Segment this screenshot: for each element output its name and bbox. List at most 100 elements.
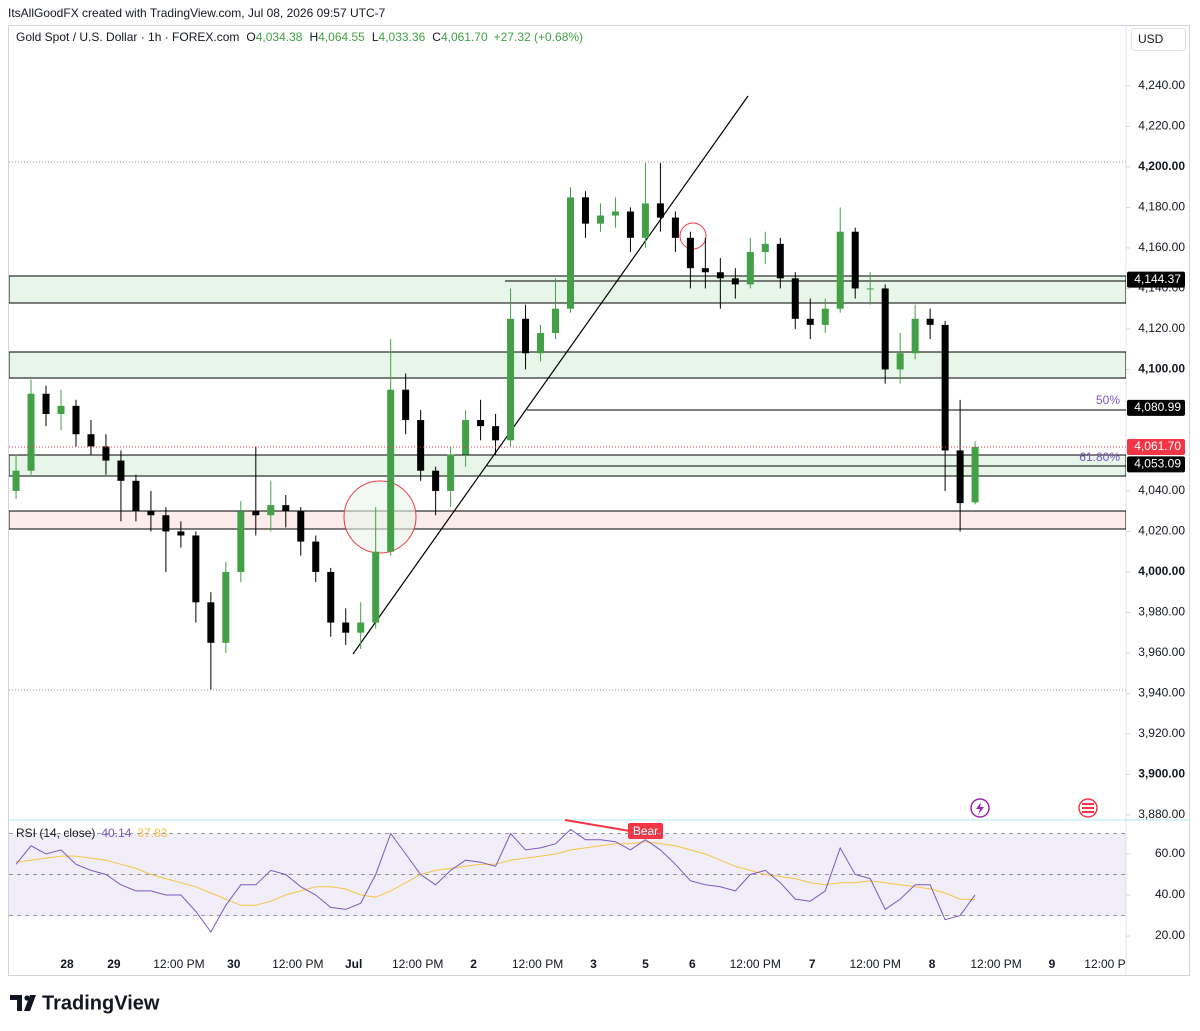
header-text: ItsAllGoodFX created with TradingView.co…: [8, 6, 386, 20]
candle-body: [806, 318, 814, 325]
divergence-line: [564, 819, 631, 832]
y-tick-label: 4,180.00: [1138, 200, 1185, 214]
x-tick-label: 3: [590, 957, 597, 971]
candle-body: [701, 268, 709, 273]
x-tick-label: 12:00 PM: [392, 957, 443, 971]
candle-body: [312, 541, 320, 572]
candle-body: [162, 515, 170, 532]
candle-body: [926, 318, 934, 325]
frame: [8, 25, 1190, 976]
candle-body: [611, 211, 619, 216]
x-tick-label: 12:00 PM: [970, 957, 1021, 971]
y-tick-label: 4,100.00: [1138, 362, 1185, 376]
candle-body: [447, 454, 455, 491]
legend-text: Gold Spot / U.S. Dollar · 1h · FOREX.com…: [16, 30, 583, 44]
rsi-legend: RSI (14, close) 40.14 37.83: [16, 826, 168, 840]
candle-body: [581, 197, 589, 224]
candle-body: [327, 571, 335, 623]
x-tick-label: 9: [1049, 957, 1056, 971]
candle-body: [881, 288, 889, 370]
candle-body: [791, 278, 799, 319]
y-tick-label: 3,960.00: [1138, 645, 1185, 659]
y-tick-label: 4,000.00: [1138, 564, 1185, 578]
candle-body: [776, 243, 784, 279]
rsi-band: [9, 834, 1126, 916]
candle-body: [372, 551, 380, 623]
candle-body: [671, 217, 679, 238]
x-tick-label: 12:00 PM: [272, 957, 323, 971]
candle-body: [222, 571, 230, 643]
x-tick-label: 12:00 PM: [153, 957, 204, 971]
candle-body: [297, 511, 305, 542]
x-tick-label: 8: [929, 957, 936, 971]
candle-body: [507, 318, 515, 441]
legend-item: L: [372, 30, 379, 44]
price-tag-label: 4,144.37: [1134, 272, 1181, 286]
candle-body: [552, 308, 560, 333]
candle-body: [462, 420, 470, 455]
candle-body: [132, 480, 140, 512]
signal-box: [628, 823, 663, 839]
candle-body: [207, 602, 215, 643]
candle-body: [716, 272, 724, 279]
candle-body: [492, 426, 500, 441]
x-axis: 28 29 12:00 PM 30 12:00 PM Jul 12:00 PM 2 12:00 …: [60, 957, 1135, 971]
rsi-ma-line: [15, 841, 976, 906]
candle-body: [686, 237, 694, 269]
x-tick-label: 30: [227, 957, 241, 971]
drawings: [9, 95, 1126, 691]
legend-item: 4,033.36: [379, 30, 426, 44]
candle-body: [821, 308, 829, 325]
candle-body: [641, 203, 649, 238]
y-tick-label: 4,160.00: [1138, 240, 1185, 254]
legend-item: O: [246, 30, 255, 44]
event-icon[interactable]: [970, 798, 990, 818]
candle-body: [477, 420, 485, 427]
candle-body: [147, 511, 155, 516]
candle-body: [267, 505, 275, 516]
y-tick-label: 3,980.00: [1138, 605, 1185, 619]
candle-body: [177, 531, 185, 536]
x-tick-label: 5: [642, 957, 649, 971]
price-tag-label: 4,053.09: [1134, 457, 1181, 471]
trendline: [352, 95, 749, 655]
price-tag-label: 4,080.99: [1134, 400, 1181, 414]
candle-body: [911, 318, 919, 354]
legend: Gold Spot / U.S. Dollar · 1h · FOREX.com…: [16, 30, 583, 44]
candle-body: [566, 197, 574, 309]
candle-body: [941, 324, 949, 451]
price-tag: [1127, 438, 1185, 455]
y-tick-label: 3,900.00: [1138, 767, 1185, 781]
legend-item: C: [432, 30, 441, 44]
y-tick-label: 4,220.00: [1138, 119, 1185, 133]
event-icon-bolt: [976, 802, 984, 815]
rsi-legend-item: RSI (14, close): [16, 826, 95, 840]
legend-item: H: [309, 30, 318, 44]
candles: [12, 162, 979, 690]
x-tick-label: 2: [470, 957, 477, 971]
rsi-tick-label: 20.00: [1155, 928, 1185, 942]
currency-box[interactable]: [1131, 28, 1186, 51]
brand-name: TradingView: [42, 992, 160, 1014]
price-tag: [1127, 399, 1185, 416]
y-tick-label: 3,940.00: [1138, 686, 1185, 700]
zone: [9, 510, 1126, 530]
y-tick-label: 3,880.00: [1138, 807, 1185, 821]
candle-body: [27, 393, 35, 471]
candle-body: [731, 278, 739, 285]
legend-item: Gold Spot / U.S. Dollar · 1h · FOREX.com: [16, 30, 239, 44]
fib-label: 61.80%: [1079, 450, 1120, 464]
candle-body: [252, 511, 260, 516]
y-tick-label: 3,920.00: [1138, 726, 1185, 740]
x-tick-label: 12:00 PM: [1084, 957, 1135, 971]
candle-body: [851, 231, 859, 289]
price-tag: [1127, 271, 1185, 288]
rsi-tick-label: 40.00: [1155, 887, 1185, 901]
legend-item: 4,061.70: [441, 30, 488, 44]
x-tick-label: 12:00 PM: [512, 957, 563, 971]
candle-body: [746, 251, 754, 285]
candle-body: [626, 211, 634, 238]
x-tick-label: 6: [689, 957, 696, 971]
currency[interactable]: USD: [1138, 32, 1164, 46]
